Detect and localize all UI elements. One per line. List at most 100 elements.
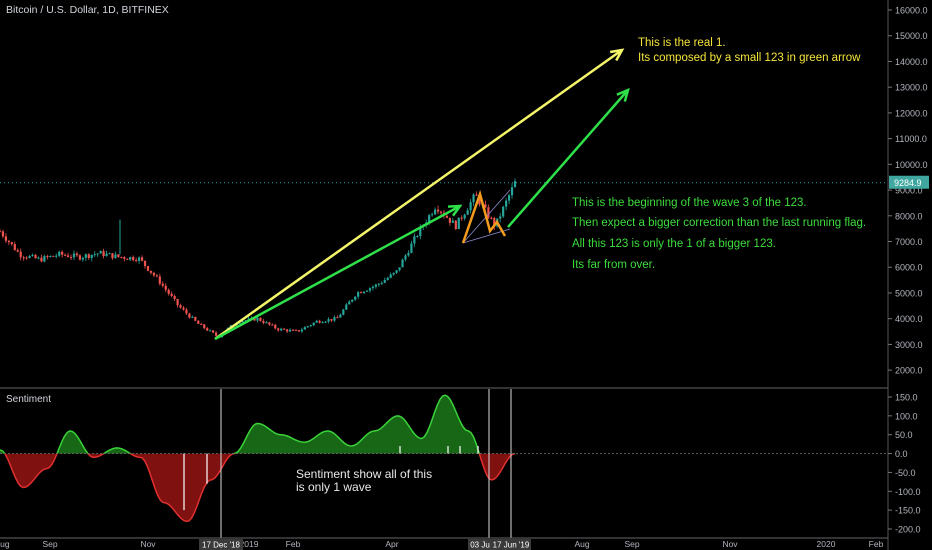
candle-body <box>280 328 283 331</box>
candle-body <box>416 236 419 238</box>
candle-body <box>401 259 404 268</box>
candle-body <box>179 305 182 308</box>
candle-body <box>374 284 377 287</box>
candle-body <box>294 329 298 331</box>
candle-body <box>324 321 327 323</box>
candle-body <box>158 276 161 284</box>
candle-body <box>28 255 31 258</box>
candle-body <box>25 257 28 259</box>
time-highlight-label: 03 Ju <box>470 541 490 550</box>
price-tick-label: 15000.0 <box>895 31 928 41</box>
candle-body <box>58 251 61 256</box>
candle-body <box>274 324 277 329</box>
candle-body <box>167 289 170 294</box>
sentiment-tick-label: -100.0 <box>895 487 921 497</box>
candle-body <box>0 231 2 233</box>
candle-body <box>466 210 469 215</box>
candle-body <box>306 326 309 328</box>
candle-body <box>354 296 357 300</box>
candle-body <box>413 236 416 244</box>
time-highlight-label: 17 Jun '19 <box>493 541 530 550</box>
candle-body <box>129 256 132 260</box>
candle-body <box>277 328 280 331</box>
candle-body <box>262 321 265 323</box>
candle-body <box>463 214 466 219</box>
time-tick-label: Aug <box>0 539 10 549</box>
candle-body <box>132 256 135 261</box>
candle-body <box>149 270 153 273</box>
last-price-badge <box>889 175 929 189</box>
candle-body <box>84 254 87 258</box>
last-price-label: 9284.9 <box>894 178 922 188</box>
candle-body <box>377 283 380 285</box>
candle-body <box>439 211 443 213</box>
candle-body <box>253 317 256 321</box>
candle-body <box>241 321 244 323</box>
candle-body <box>297 330 301 332</box>
price-tick-label: 10000.0 <box>895 160 928 170</box>
candle-body <box>7 240 10 243</box>
candle-body <box>138 257 141 261</box>
candle-body <box>111 253 114 259</box>
time-tick-label: 2020 <box>817 539 836 549</box>
candle-body <box>368 288 372 291</box>
sentiment-positive-fill <box>0 395 515 454</box>
time-tick-label: Feb <box>286 539 301 549</box>
candle-body <box>448 217 451 223</box>
candle-body <box>451 220 454 223</box>
yellow-annotation: This is the real 1. Its composed by a sm… <box>638 36 860 66</box>
chart-title: Bitcoin / U.S. Dollar, 1D, BITFINEX <box>6 4 169 16</box>
sentiment-tick-label: -200.0 <box>895 525 921 535</box>
candle-body <box>72 253 76 258</box>
candle-body <box>291 329 295 331</box>
candle-body <box>209 330 212 332</box>
candle-body <box>40 257 43 262</box>
price-tick-label: 7000.0 <box>895 237 923 247</box>
candle-body <box>13 244 16 251</box>
candle-body <box>510 187 514 196</box>
candle-body <box>206 328 209 331</box>
time-tick-label: Feb <box>869 539 884 549</box>
candle-body <box>513 181 517 188</box>
time-highlight-badge <box>468 539 492 550</box>
candle-body <box>303 327 306 330</box>
candle-body <box>333 317 336 321</box>
candle-body <box>75 253 79 256</box>
candle-body <box>143 260 147 267</box>
candle-body <box>93 254 96 256</box>
candle-body <box>66 255 70 258</box>
candle-body <box>81 257 84 260</box>
candle-body <box>52 255 55 257</box>
candle-body <box>238 322 241 324</box>
candle-body <box>126 258 129 260</box>
candle-body <box>312 322 315 326</box>
price-tick-label: 12000.0 <box>895 108 928 118</box>
sentiment-label: Sentiment <box>6 394 52 405</box>
candle-body <box>96 253 99 255</box>
sentiment-tick-label: 150.0 <box>895 393 918 403</box>
candle-body <box>123 257 126 259</box>
candle-body <box>271 324 274 326</box>
green-note-3: All this 123 is only the 1 of a bigger 1… <box>572 238 776 250</box>
price-tick-label: 11000.0 <box>895 134 927 144</box>
sentiment-area <box>0 389 888 538</box>
candle-body <box>288 329 292 332</box>
candle-body <box>365 290 369 292</box>
candle-body <box>404 255 407 260</box>
candle-body <box>283 328 286 330</box>
candle-body <box>348 301 351 305</box>
candle-body <box>362 291 366 294</box>
candle-body <box>164 285 167 290</box>
orange-zigzag <box>461 189 507 244</box>
candle-body <box>505 200 508 207</box>
green-arrow-2-head <box>616 87 630 102</box>
candle-body <box>327 319 330 322</box>
time-tick-label: 2019 <box>240 539 259 549</box>
candle-body <box>342 309 345 315</box>
price-tick-label: 9000.0 <box>895 186 923 196</box>
candle-body <box>1 231 5 237</box>
candle-body <box>64 254 67 256</box>
candle-body <box>173 296 176 300</box>
candle-body <box>330 319 333 321</box>
time-tick-label: Nov <box>140 539 156 549</box>
